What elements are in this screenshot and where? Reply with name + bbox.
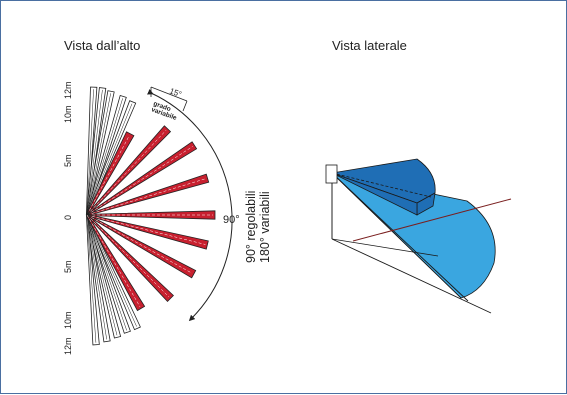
scale-label-5m-top: 5m (63, 154, 73, 167)
step-angle-label: 15° (168, 86, 182, 99)
range-text-line2: 180° variabili (258, 191, 272, 263)
active-beam (86, 210, 216, 220)
scale-label-5m-bottom: 5m (63, 260, 73, 273)
inactive-beam-centerline (86, 214, 97, 343)
range-arc (147, 89, 233, 322)
axis-line (352, 198, 512, 242)
sensor-icon (325, 164, 338, 184)
inactive-beam-centerline (86, 93, 111, 216)
far-detection-zone (330, 172, 496, 299)
scale-label-10m-bottom: 10m (63, 311, 73, 329)
inactive-beam-centerline (86, 98, 123, 216)
ground-line-back (331, 238, 439, 257)
inactive-beam-centerline (86, 103, 133, 216)
scale-label-10m-top: 10m (63, 105, 73, 123)
active-beam (85, 214, 146, 312)
inactive-beam-centerline (86, 214, 107, 340)
ground-line (331, 238, 492, 314)
distance-scale: 12m 10m 5m 0 5m 10m 12m (63, 81, 73, 355)
active-beam-centerline (86, 135, 130, 216)
inactive-beam-centerline (86, 214, 127, 331)
inactive-beam-centerline (86, 214, 118, 336)
top-view-diagram: 12m 10m 5m 0 5m 10m 12m 15° grado variab… (63, 81, 272, 355)
center-dashed-line (331, 172, 432, 198)
side-view-diagram (325, 158, 512, 314)
scale-label-12m-top: 12m (63, 81, 73, 99)
range-text-line1: 90° regolabili (244, 191, 258, 263)
scale-label-0: 0 (63, 215, 73, 220)
inactive-beam-centerline (86, 89, 94, 216)
angle-label: 90° (223, 214, 240, 226)
step-angle-bracket (150, 86, 188, 112)
active-beam-centerline (86, 178, 206, 216)
top-view-title: Vista dall’alto (64, 38, 141, 53)
beam-bottom-line (331, 172, 469, 302)
inactive-beam-centerline (86, 214, 137, 327)
near-zone-front (331, 172, 418, 216)
active-beam-centerline (86, 214, 141, 307)
side-view-title: Vista laterale (332, 38, 407, 53)
detection-beams (85, 86, 216, 346)
scale-label-12m-bottom: 12m (63, 337, 73, 355)
inactive-beam-centerline (86, 89, 103, 216)
